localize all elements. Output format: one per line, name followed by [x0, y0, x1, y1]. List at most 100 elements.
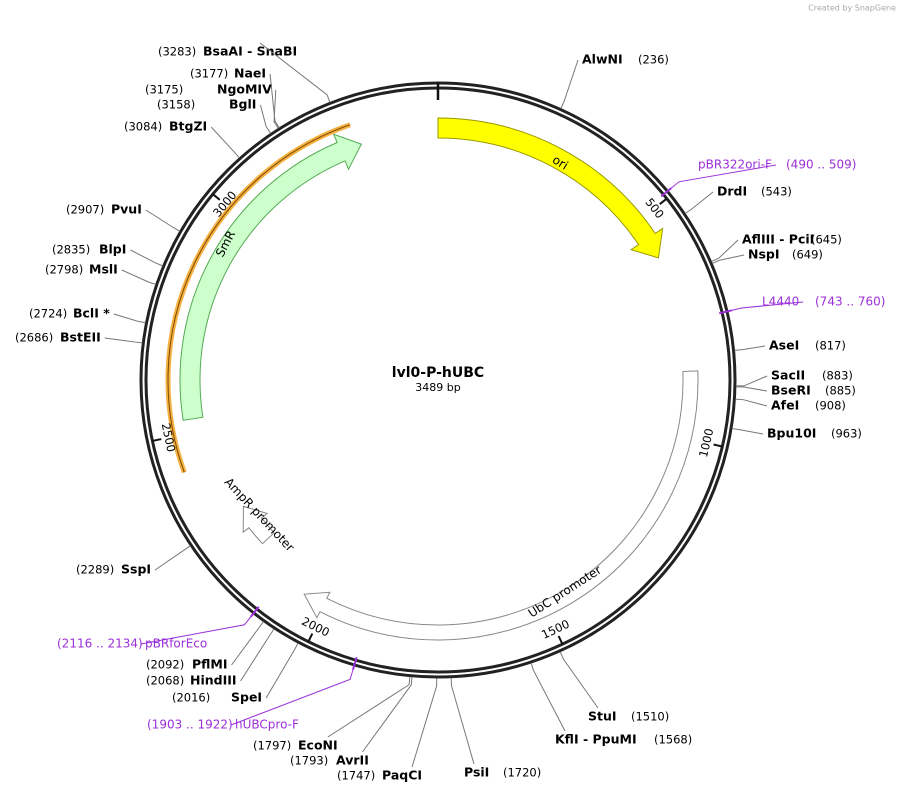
- site-name: BclI *: [73, 306, 110, 321]
- site-position: (649): [792, 248, 823, 262]
- site-position: (2835): [52, 243, 90, 257]
- primer-range: (1903 .. 1922): [147, 718, 233, 732]
- primer-name: pBR322ori-F: [698, 158, 772, 172]
- primer-range: (490 .. 509): [786, 158, 856, 172]
- site-leader: [362, 676, 413, 753]
- site-leader: [113, 313, 146, 324]
- site-name: HindIII: [190, 673, 237, 688]
- primer-mark: [352, 657, 358, 671]
- site-leader: [712, 254, 745, 264]
- site-leader: [231, 621, 264, 666]
- site-leader: [560, 59, 579, 109]
- site-name: SacII: [771, 368, 805, 383]
- site-position: (2686): [15, 331, 53, 345]
- primer-name: hUBCpro-F: [235, 718, 299, 732]
- site-name: NaeI: [234, 66, 266, 81]
- site-position: (963): [831, 427, 862, 441]
- site-position: (885): [825, 384, 856, 398]
- tick-label: 2000: [299, 614, 331, 640]
- site-name: SpeI: [231, 690, 262, 705]
- primer-range: (2116 .. 2134): [57, 637, 143, 651]
- site-name: NgoMIV: [217, 82, 272, 97]
- site-leader: [130, 249, 163, 267]
- site-leader: [154, 545, 191, 571]
- feature-arrow: [242, 505, 275, 545]
- site-leader: [735, 375, 768, 387]
- site-name: MslI: [89, 262, 118, 277]
- tick-mark: [307, 633, 314, 643]
- site-position: (2068): [146, 674, 184, 688]
- site-name: StuI: [588, 709, 617, 724]
- feature-arrow: [437, 117, 664, 259]
- site-name: EcoNI: [298, 738, 338, 753]
- site-position: (1510): [631, 710, 669, 724]
- site-leader: [240, 628, 275, 682]
- site-leader: [735, 386, 768, 392]
- site-position: (1793): [290, 754, 328, 768]
- site-position: (2724): [29, 307, 67, 321]
- feature-arrow: [179, 133, 363, 421]
- primer-range: (743 .. 760): [815, 295, 885, 309]
- site-position: (1720): [503, 766, 541, 780]
- site-leader: [259, 104, 272, 134]
- primer-mark: [660, 187, 672, 198]
- tick-mark: [152, 438, 162, 442]
- site-leader: [411, 677, 438, 768]
- site-leader: [735, 398, 768, 407]
- site-leader: [530, 662, 566, 732]
- site-position: (2092): [146, 658, 184, 672]
- site-name: PflMI: [192, 657, 228, 672]
- site-position: (2289): [76, 563, 114, 577]
- site-position: (2798): [45, 263, 83, 277]
- site-leader: [265, 642, 299, 699]
- site-name: BglI: [229, 97, 256, 112]
- site-name: AvrII: [336, 753, 369, 768]
- site-name: BseRI: [771, 383, 811, 398]
- site-name: AseI: [769, 338, 799, 353]
- site-leader: [269, 73, 280, 129]
- features: [165, 117, 699, 641]
- primer-name: pBRforEco: [145, 637, 207, 651]
- site-leader: [734, 345, 766, 351]
- site-position: (883): [822, 369, 853, 383]
- site-leader: [210, 126, 240, 159]
- site-leader: [450, 677, 475, 765]
- tick-label: 2500: [159, 422, 179, 454]
- primer-mark: [718, 309, 733, 315]
- site-name: DrdI: [717, 184, 747, 199]
- site-position: (3158): [157, 98, 195, 112]
- site-leader: [559, 651, 599, 709]
- primer-leader: [230, 669, 354, 726]
- site-position: (908): [815, 399, 846, 413]
- site-leader: [104, 337, 143, 344]
- site-leader: [273, 89, 279, 129]
- site-position: (1747): [337, 769, 375, 783]
- site-position: (1797): [253, 739, 291, 753]
- feature-label: AmpR promoter: [222, 475, 297, 554]
- tick-mark: [557, 635, 564, 645]
- site-position: (645): [811, 233, 842, 247]
- site-name: SspI: [121, 562, 151, 577]
- site-name: BlpI: [99, 242, 126, 257]
- tick-mark: [713, 443, 723, 448]
- site-position: (3283): [158, 45, 196, 59]
- tick-label: 1500: [539, 617, 571, 642]
- site-name: BstEII: [60, 330, 101, 345]
- site-name: AfeI: [771, 398, 799, 413]
- site-leader: [684, 191, 714, 214]
- tick-label: 500: [642, 195, 667, 221]
- primer-mark: [249, 606, 260, 618]
- site-leader: [711, 239, 739, 262]
- site-name: KflI - PpuMI: [555, 732, 637, 747]
- site-name: AflIII - PciI: [742, 232, 814, 247]
- credit: Created by SnapGene: [808, 4, 896, 13]
- site-name: AlwNI: [582, 52, 623, 67]
- primer-leader: [140, 616, 252, 645]
- orange-feature-core: [167, 124, 351, 473]
- site-position: (2907): [66, 203, 104, 217]
- site-position: (2016): [172, 691, 210, 705]
- site-name: BtgZI: [169, 119, 207, 134]
- site-position: (236): [638, 53, 669, 67]
- tick-label: 1000: [696, 427, 716, 459]
